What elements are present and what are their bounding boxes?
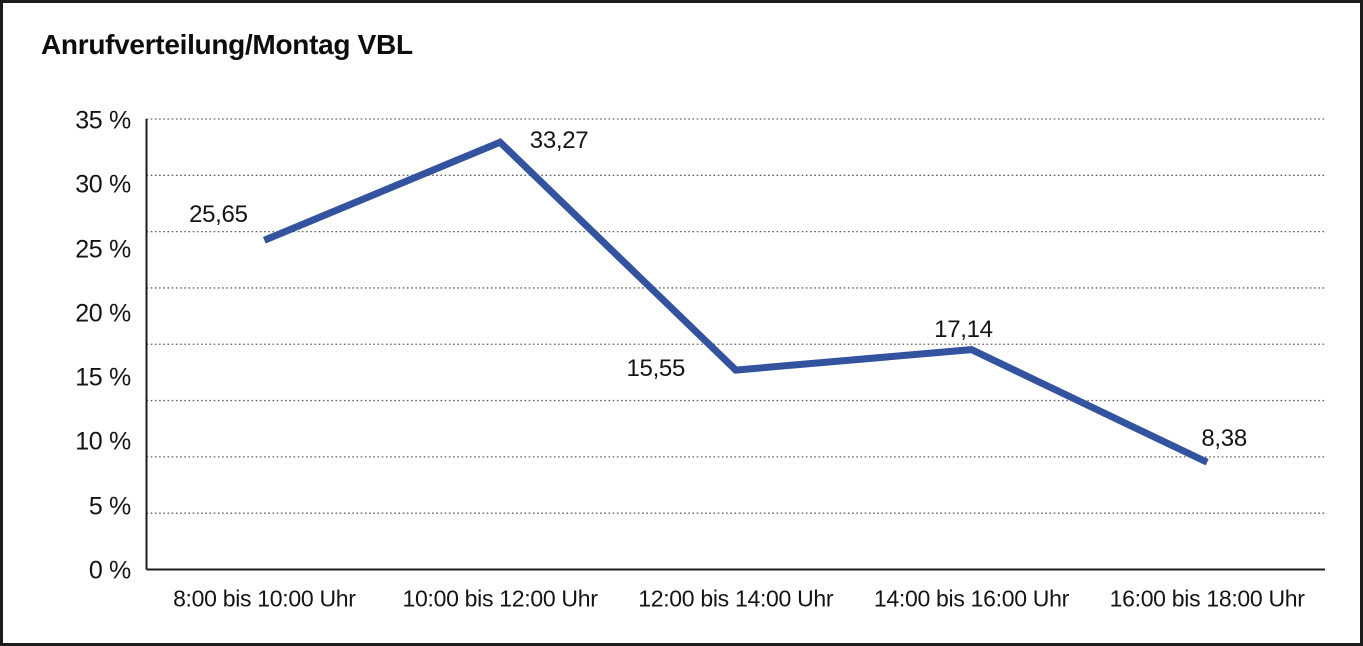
y-axis-tick-label: 5 % <box>88 492 131 521</box>
chart-title: Anrufverteilung/Montag VBL <box>41 29 413 60</box>
y-axis-tick-label: 15 % <box>75 363 131 392</box>
data-point-label: 15,55 <box>626 355 686 383</box>
x-axis-category-label: 16:00 bis 18:00 Uhr <box>1109 585 1305 612</box>
data-series-line <box>263 138 1209 466</box>
x-axis-category-label: 14:00 bis 16:00 Uhr <box>873 585 1069 612</box>
x-axis-category-label: 8:00 bis 10:00 Uhr <box>173 585 356 612</box>
y-axis-tick-label: 0 % <box>88 556 131 585</box>
x-axis-category-label: 10:00 bis 12:00 Uhr <box>402 585 598 612</box>
data-point-label: 33,27 <box>529 127 589 155</box>
y-axis-tick-label: 35 % <box>75 106 131 135</box>
data-point-label: 25,65 <box>189 201 248 229</box>
x-axis-category-label: 12:00 bis 14:00 Uhr <box>638 585 834 612</box>
y-axis-tick-label: 20 % <box>75 299 131 328</box>
y-axis-tick-label: 10 % <box>75 427 131 456</box>
y-axis-tick-label: 25 % <box>75 235 131 264</box>
data-point-label: 8,38 <box>1201 425 1247 453</box>
data-point-label: 17,14 <box>934 315 993 343</box>
line-chart-svg <box>145 118 1325 571</box>
y-axis-tick-label: 30 % <box>75 170 131 199</box>
